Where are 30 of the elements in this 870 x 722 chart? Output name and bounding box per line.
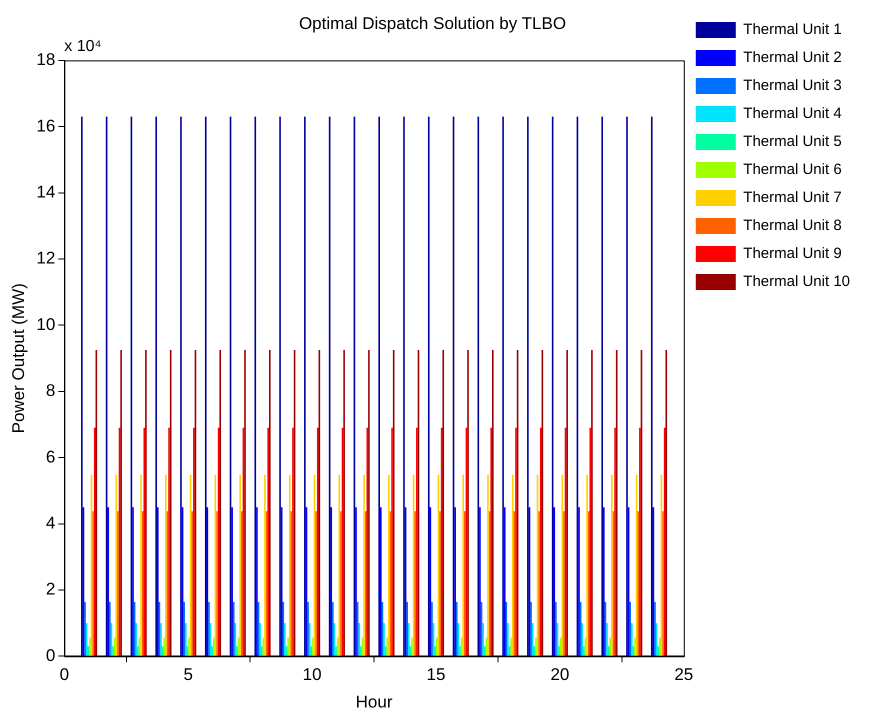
legend-label: Thermal Unit 7: [743, 189, 842, 206]
x-tick-label: 20: [550, 665, 570, 684]
legend-label: Thermal Unit 2: [743, 49, 842, 66]
x-tick-label: 15: [426, 665, 446, 684]
y-tick-label: 2: [46, 580, 56, 599]
chart-title: Optimal Dispatch Solution by TLBO: [298, 14, 566, 33]
x-tick-label: 5: [183, 665, 193, 684]
y-tick-label: 12: [36, 248, 56, 268]
x-tick-label: 10: [302, 665, 322, 684]
legend-label: Thermal Unit 6: [743, 161, 842, 178]
x-tick-label: 0: [60, 665, 70, 684]
y-tick-label: 18: [36, 50, 56, 70]
x-tick-label: 25: [674, 665, 694, 684]
y-tick-label: 8: [46, 381, 56, 400]
legend-label: Thermal Unit 3: [743, 77, 842, 94]
y-tick-label: 14: [36, 182, 56, 202]
y-axis-title: Power Output (MW): [8, 283, 28, 434]
legend-label: Thermal Unit 1: [743, 21, 842, 38]
legend-label: Thermal Unit 5: [743, 133, 842, 150]
y-tick-label: 10: [36, 314, 56, 334]
x-axis-title: Hour: [356, 692, 393, 712]
y-tick-label: 4: [46, 513, 56, 532]
legend-label: Thermal Unit 8: [743, 217, 842, 234]
y-tick-label: 6: [46, 447, 56, 466]
text: x 10⁴: [64, 38, 102, 55]
y-tick-label: 16: [36, 116, 56, 136]
y-tick-label: 0: [46, 646, 56, 665]
legend-label: Thermal Unit 10: [743, 273, 850, 290]
legend-label: Thermal Unit 9: [743, 245, 842, 262]
legend-label: Thermal Unit 4: [743, 105, 842, 122]
